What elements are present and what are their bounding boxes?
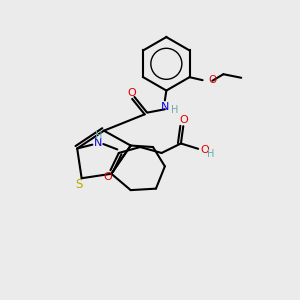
Text: O: O — [200, 145, 209, 155]
Text: O: O — [209, 75, 217, 85]
Text: H: H — [171, 105, 178, 115]
Text: H: H — [207, 148, 214, 159]
Text: O: O — [179, 115, 188, 125]
Text: H: H — [95, 131, 102, 141]
Text: N: N — [161, 102, 169, 112]
Text: O: O — [104, 172, 112, 182]
Text: N: N — [94, 139, 102, 148]
Text: O: O — [127, 88, 136, 98]
Text: S: S — [76, 178, 83, 191]
